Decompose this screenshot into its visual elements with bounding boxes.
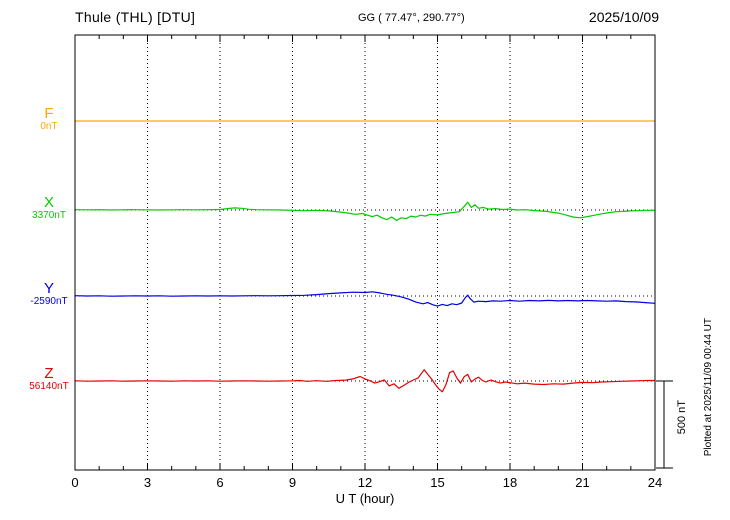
channel-label-Z: Z 56140nT xyxy=(16,366,82,393)
station-title: Thule (THL) [DTU] xyxy=(75,9,196,25)
channel-letter-Z: Z xyxy=(44,365,54,382)
x-tick-label-15: 15 xyxy=(430,475,445,490)
scale-bar-label: 500 nT xyxy=(676,400,688,435)
x-tick-label-21: 21 xyxy=(575,475,590,490)
x-tick-label-12: 12 xyxy=(357,475,373,490)
x-tick-label-9: 9 xyxy=(288,475,297,490)
gg-coordinates: GG ( 77.47°, 290.77°) xyxy=(358,12,465,24)
trace-Y xyxy=(74,291,656,307)
channel-label-F: F 0nT xyxy=(16,106,82,133)
channel-label-Y: Y -2590nT xyxy=(16,281,82,308)
channel-baseline-value-X: 3370nT xyxy=(32,210,66,221)
trace-Z xyxy=(74,369,655,393)
channel-letter-X: X xyxy=(43,194,54,211)
x-tick-label-3: 3 xyxy=(143,475,152,490)
channel-letter-F: F xyxy=(44,105,54,122)
x-tick-label-0: 0 xyxy=(71,475,79,490)
plot-frame xyxy=(74,34,656,471)
channel-baseline-value-F: 0nT xyxy=(40,121,58,132)
x-tick-label-6: 6 xyxy=(216,475,224,490)
channel-baseline-value-Z: 56140nT xyxy=(29,381,69,392)
trace-X xyxy=(74,201,655,221)
x-tick-label-18: 18 xyxy=(502,475,518,490)
channel-baseline-value-Y: -2590nT xyxy=(30,296,68,307)
channel-letter-Y: Y xyxy=(43,280,54,297)
plotted-at-note: Plotted at 2025/11/09 00:44 UT xyxy=(703,318,714,457)
x-axis-label: U T (hour) xyxy=(335,491,395,506)
channel-label-X: X 3370nT xyxy=(16,195,82,222)
x-tick-label-24: 24 xyxy=(647,475,663,490)
plot-date: 2025/10/09 xyxy=(588,9,659,25)
